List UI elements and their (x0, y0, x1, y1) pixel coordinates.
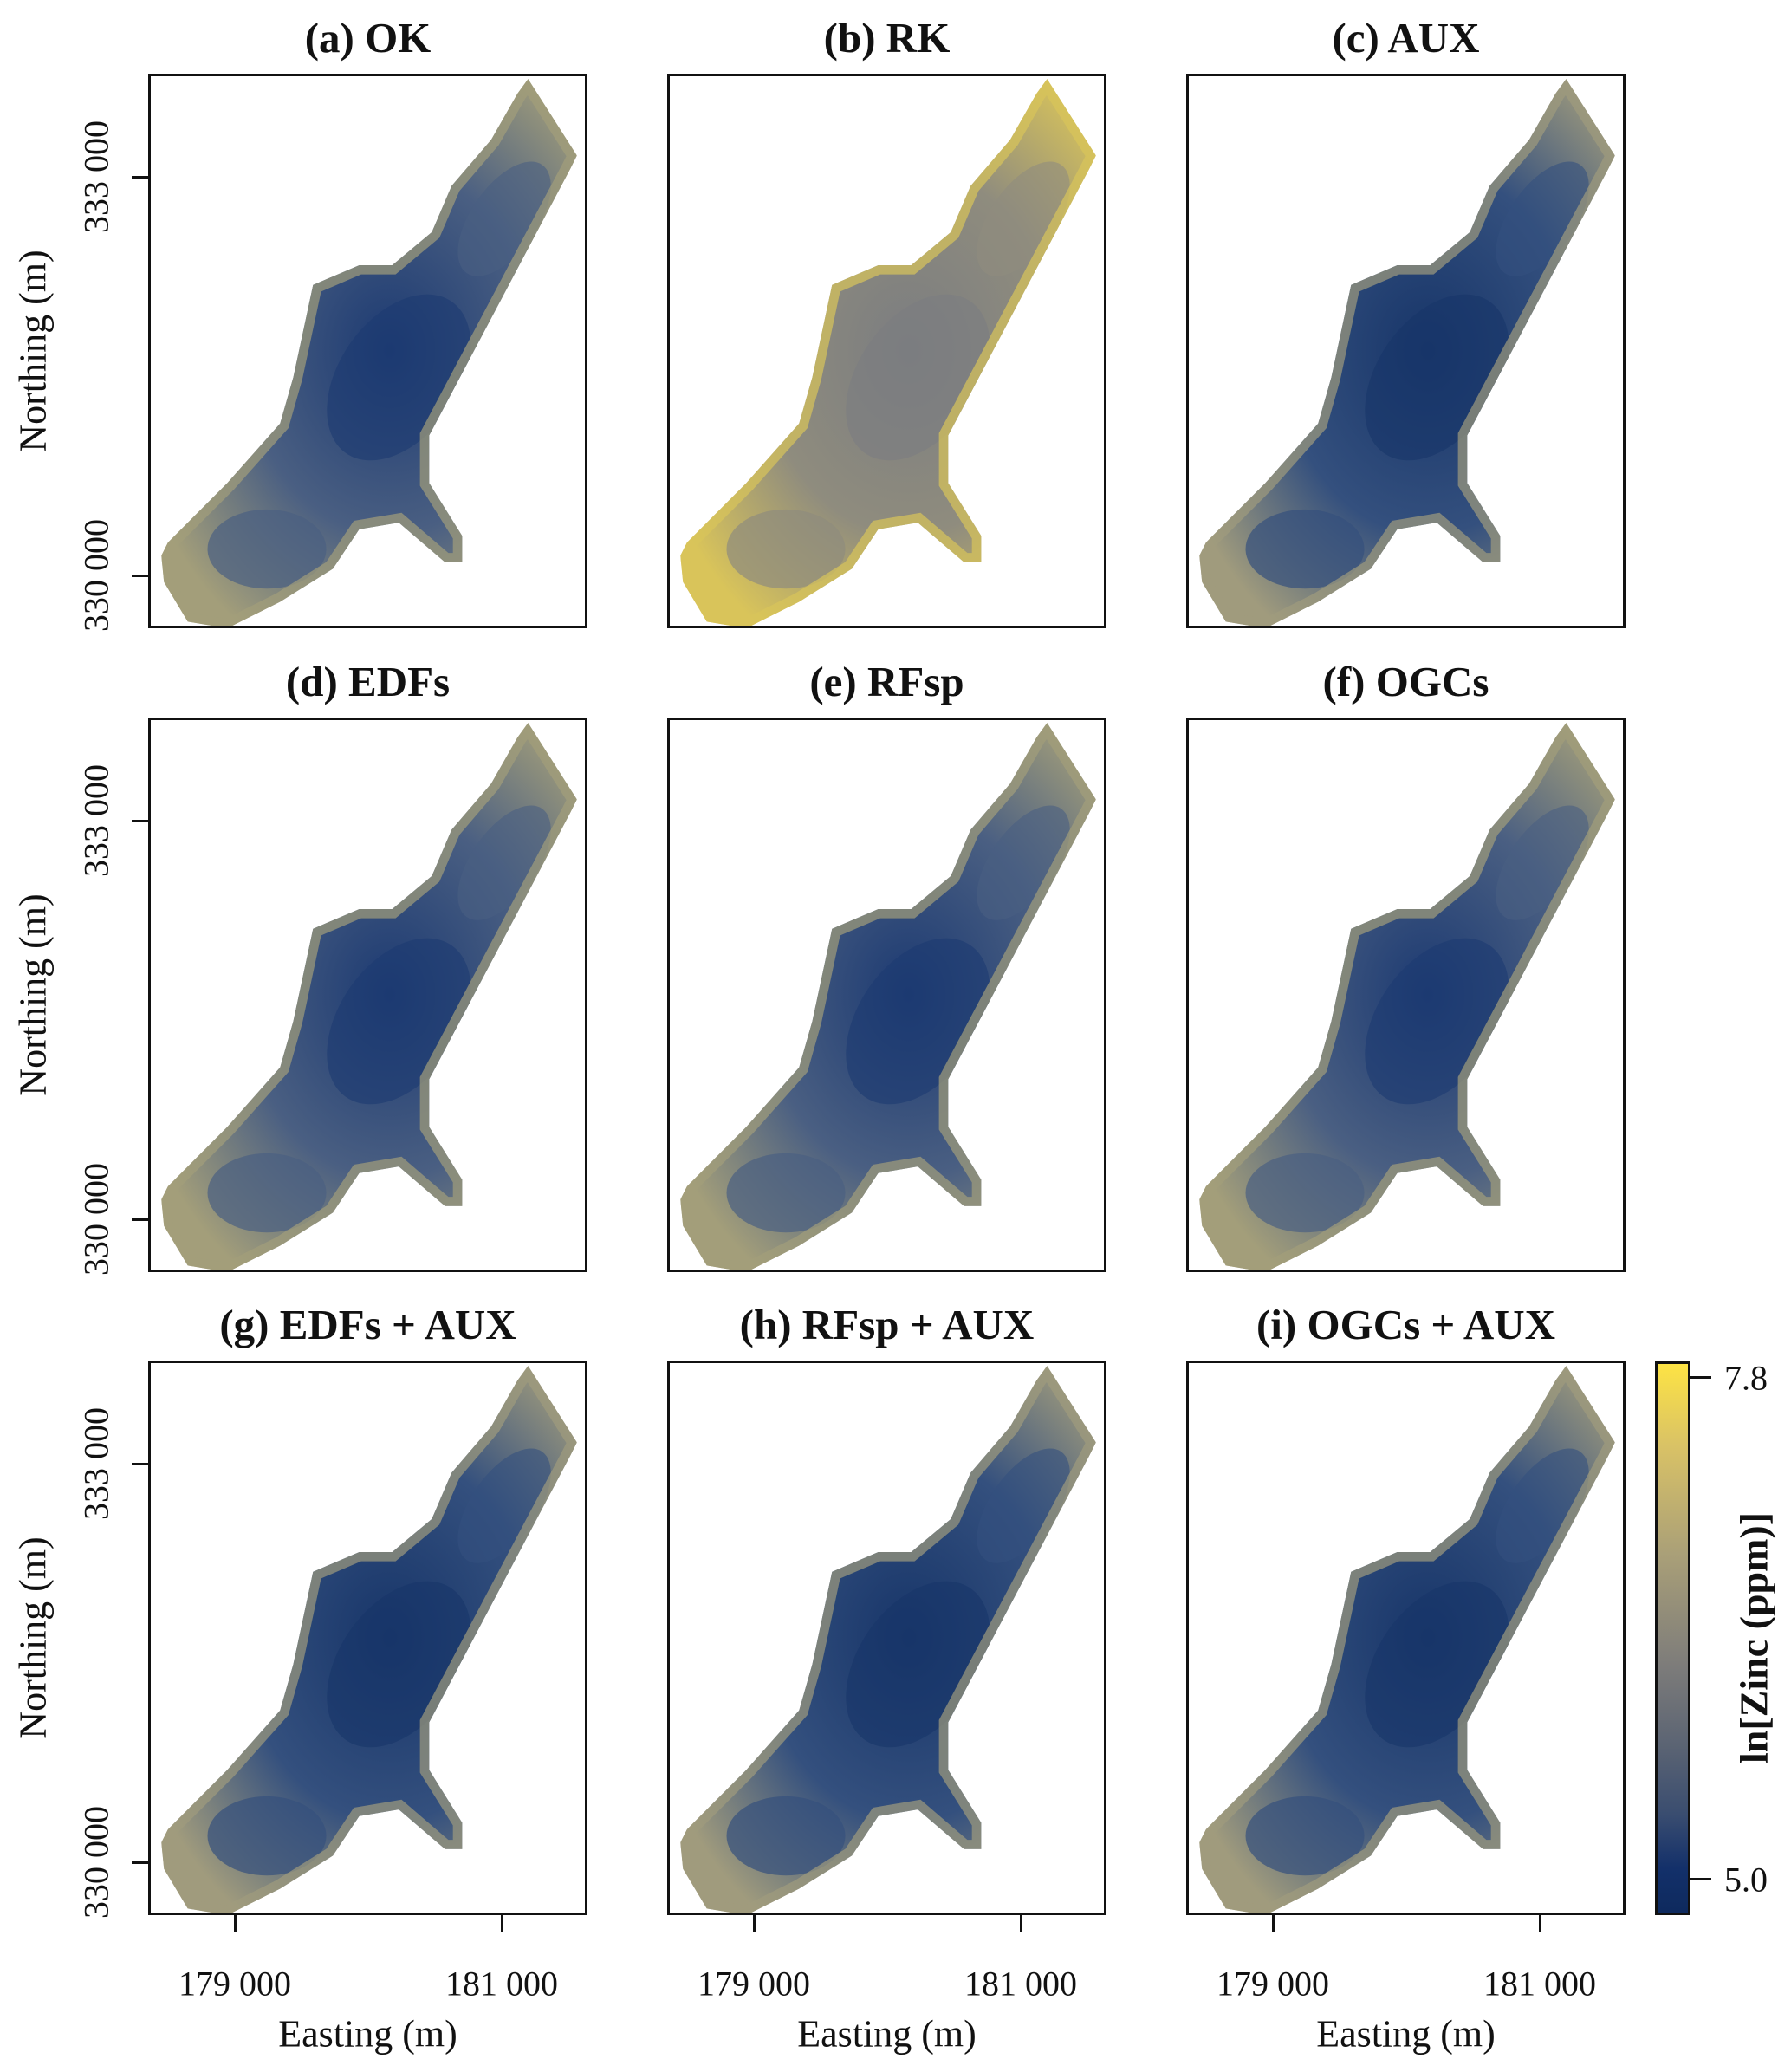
map-panel (148, 74, 587, 628)
panel-title: (a) OK (304, 14, 432, 62)
panel-title: (f) OGCs (1322, 658, 1489, 705)
zinc-map (161, 1366, 577, 1913)
x-tick (501, 1915, 503, 1932)
panel-title: (h) RFsp + AUX (739, 1301, 1035, 1348)
y-tick (132, 575, 148, 577)
low-zone (726, 509, 846, 589)
x-axis-label: Easting (m) (278, 2012, 457, 2056)
zinc-map (680, 1366, 1096, 1913)
zinc-map (1199, 79, 1615, 626)
low-zone (207, 1153, 327, 1233)
colorbar-title: ln[Zinc (ppm)] (1731, 1511, 1776, 1764)
colorbar-tick-min (1690, 1878, 1711, 1880)
map-panel (667, 718, 1106, 1272)
zinc-map (1199, 723, 1615, 1270)
x-tick-label: 181 000 (1483, 1964, 1596, 2004)
low-zone (457, 805, 551, 920)
map-edge (161, 723, 577, 1270)
low-zone (1245, 509, 1365, 589)
y-tick-label: 333 000 (76, 120, 116, 233)
panel-title: (c) AUX (1332, 14, 1480, 62)
x-tick-label: 179 000 (1217, 1964, 1329, 2004)
y-tick-label: 333 000 (76, 1407, 116, 1520)
x-tick (1020, 1915, 1022, 1932)
y-tick (132, 1218, 148, 1221)
y-tick-label: 330 000 (76, 1806, 116, 1919)
y-axis-label: Northing (m) (11, 893, 55, 1096)
panel-title: (i) OGCs + AUX (1256, 1301, 1556, 1348)
y-tick-label: 333 000 (76, 764, 116, 877)
map-panel (1186, 1361, 1626, 1915)
low-zone (726, 1796, 846, 1876)
y-axis-label: Northing (m) (11, 1536, 55, 1739)
low-zone (207, 509, 327, 589)
x-tick (1272, 1915, 1275, 1932)
x-tick-label: 181 000 (445, 1964, 558, 2004)
map-panel (667, 1361, 1106, 1915)
map-edge (1199, 723, 1615, 1270)
x-tick-label: 179 000 (178, 1964, 291, 2004)
colorbar-min-label: 5.0 (1724, 1860, 1768, 1900)
panel-title: (e) RFsp (809, 658, 964, 705)
low-zone (977, 1448, 1070, 1563)
y-tick (132, 176, 148, 179)
low-zone (1496, 1448, 1589, 1563)
x-tick (234, 1915, 237, 1932)
low-zone (457, 161, 551, 276)
low-zone (207, 1796, 327, 1876)
x-axis-label: Easting (m) (1316, 2012, 1496, 2056)
low-zone (977, 805, 1070, 920)
y-tick (132, 1861, 148, 1864)
y-tick (132, 820, 148, 822)
colorbar-tick-max (1690, 1376, 1711, 1379)
zinc-map (161, 79, 577, 626)
colorbar (1655, 1361, 1690, 1915)
zinc-map (1199, 1366, 1615, 1913)
low-zone (1496, 161, 1589, 276)
x-tick (1539, 1915, 1541, 1932)
zinc-map (680, 79, 1096, 626)
x-tick (753, 1915, 756, 1932)
map-panel (1186, 74, 1626, 628)
zinc-map (161, 723, 577, 1270)
y-tick-label: 330 000 (76, 519, 116, 632)
x-tick-label: 179 000 (698, 1964, 810, 2004)
zinc-map (680, 723, 1096, 1270)
low-zone (1245, 1796, 1365, 1876)
map-panel (148, 1361, 587, 1915)
low-zone (1496, 805, 1589, 920)
panel-title: (g) EDFs + AUX (219, 1301, 516, 1348)
map-panel (148, 718, 587, 1272)
colorbar-max-label: 7.8 (1724, 1358, 1768, 1398)
x-axis-label: Easting (m) (797, 2012, 977, 2056)
panel-title: (d) EDFs (285, 658, 451, 705)
panel-title: (b) RK (823, 14, 951, 62)
low-zone (1245, 1153, 1365, 1233)
low-zone (977, 161, 1070, 276)
x-tick-label: 181 000 (964, 1964, 1077, 2004)
map-panel (1186, 718, 1626, 1272)
low-zone (726, 1153, 846, 1233)
map-panel (667, 74, 1106, 628)
y-tick (132, 1463, 148, 1465)
low-zone (457, 1448, 551, 1563)
y-tick-label: 330 000 (76, 1163, 116, 1276)
y-axis-label: Northing (m) (11, 250, 55, 452)
